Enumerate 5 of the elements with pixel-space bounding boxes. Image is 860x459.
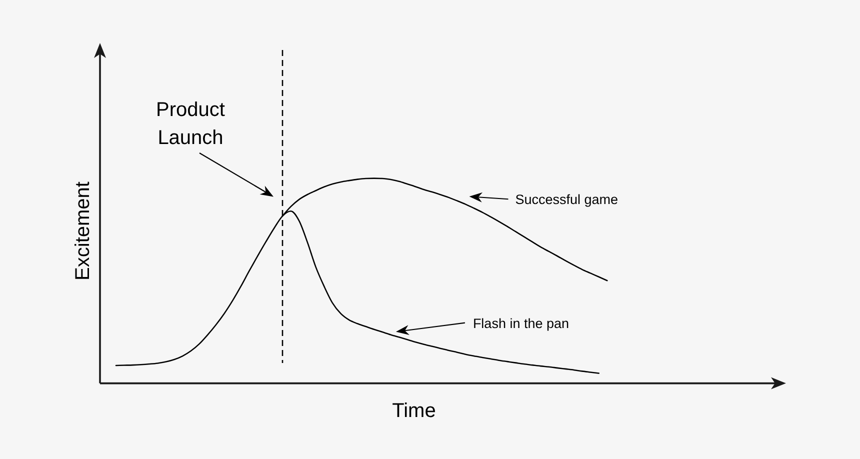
text: Product Launch [156, 99, 226, 149]
x-axis-title: Time [392, 400, 436, 422]
y-axis-title: Excitement [72, 181, 94, 280]
legend-label: Flash in the pan [472, 315, 570, 330]
legend-label: Successful game [515, 192, 618, 207]
